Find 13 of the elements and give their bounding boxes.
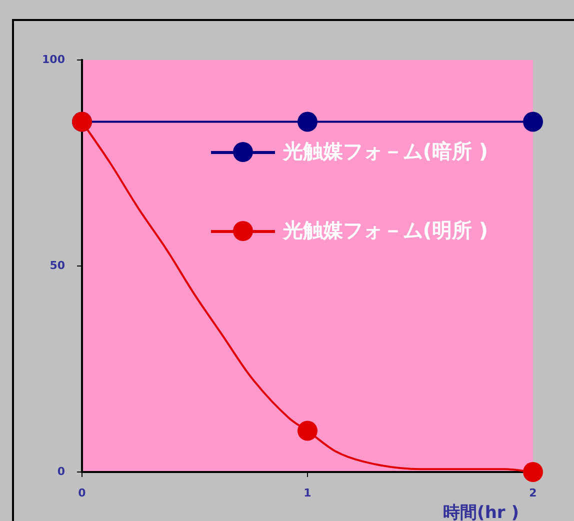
point [298, 420, 318, 441]
y-tick-label: 100 [42, 52, 66, 66]
y-tick-label: 0 [57, 464, 66, 478]
point [523, 462, 543, 482]
x-tick-label: 0 [78, 486, 86, 500]
point [523, 112, 543, 132]
x-tick-label: 2 [529, 486, 537, 500]
legend-label: 光触媒フォ－ム(暗所 ) [282, 138, 488, 165]
x-axis-title: 時間(hr ) [443, 503, 519, 521]
y-tick-label: 50 [50, 258, 66, 272]
x-tick-label: 1 [304, 486, 312, 500]
point [298, 112, 318, 132]
legend-label: 光触媒フォ－ム(明所 ) [282, 217, 488, 244]
